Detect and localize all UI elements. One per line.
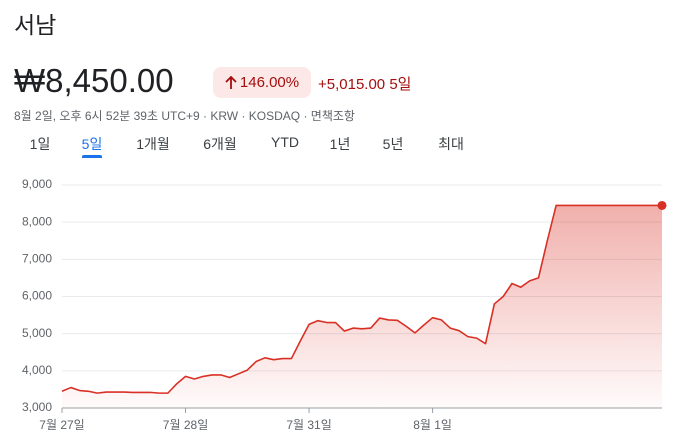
y-tick-label: 6,000 bbox=[22, 289, 52, 303]
price-line bbox=[61, 204, 662, 394]
up-arrow bbox=[225, 75, 237, 89]
range-tab[interactable]: 1일 bbox=[29, 136, 51, 152]
range-tab[interactable]: YTD bbox=[271, 134, 299, 150]
range-tab[interactable]: 1개월 bbox=[136, 136, 170, 152]
y-tick-label: 4,000 bbox=[22, 363, 52, 377]
x-tick-label: 8월 1일 bbox=[413, 418, 452, 432]
y-tick-label: 5,000 bbox=[22, 326, 52, 340]
price: ₩8,450.00 bbox=[14, 62, 174, 99]
change-badge: 146.00% bbox=[213, 67, 311, 98]
range-tab[interactable]: 5년 bbox=[382, 136, 404, 152]
range-tab[interactable]: 1년 bbox=[329, 136, 351, 152]
y-tick-label: 8,000 bbox=[22, 214, 52, 228]
change: +5,015.00 5일 bbox=[318, 73, 411, 94]
x-tick-label: 7월 31일 bbox=[286, 418, 331, 432]
end-dot bbox=[657, 200, 667, 210]
y-tick-label: 3,000 bbox=[22, 400, 52, 414]
change-value: +5,015.00 bbox=[318, 76, 386, 93]
stock-name: 서남 bbox=[14, 12, 57, 38]
meta-info: 8월 2일, 오후 6시 52분 39초 UTC+9 · KRW · KOSDA… bbox=[14, 109, 355, 123]
range-tab[interactable]: 5일 bbox=[81, 136, 103, 152]
period: 5일 bbox=[389, 76, 412, 93]
area-fill bbox=[62, 205, 662, 408]
change-pct: 146.00% bbox=[239, 74, 300, 91]
range-tab[interactable]: 최대 bbox=[438, 136, 464, 152]
y-tick-label: 9,000 bbox=[22, 177, 52, 191]
tab-underline bbox=[82, 155, 102, 158]
range-tab[interactable]: 6개월 bbox=[203, 136, 237, 152]
x-tick-label: 7월 28일 bbox=[163, 418, 208, 432]
x-tick-label: 7월 27일 bbox=[39, 418, 84, 432]
y-tick-label: 7,000 bbox=[22, 252, 52, 266]
